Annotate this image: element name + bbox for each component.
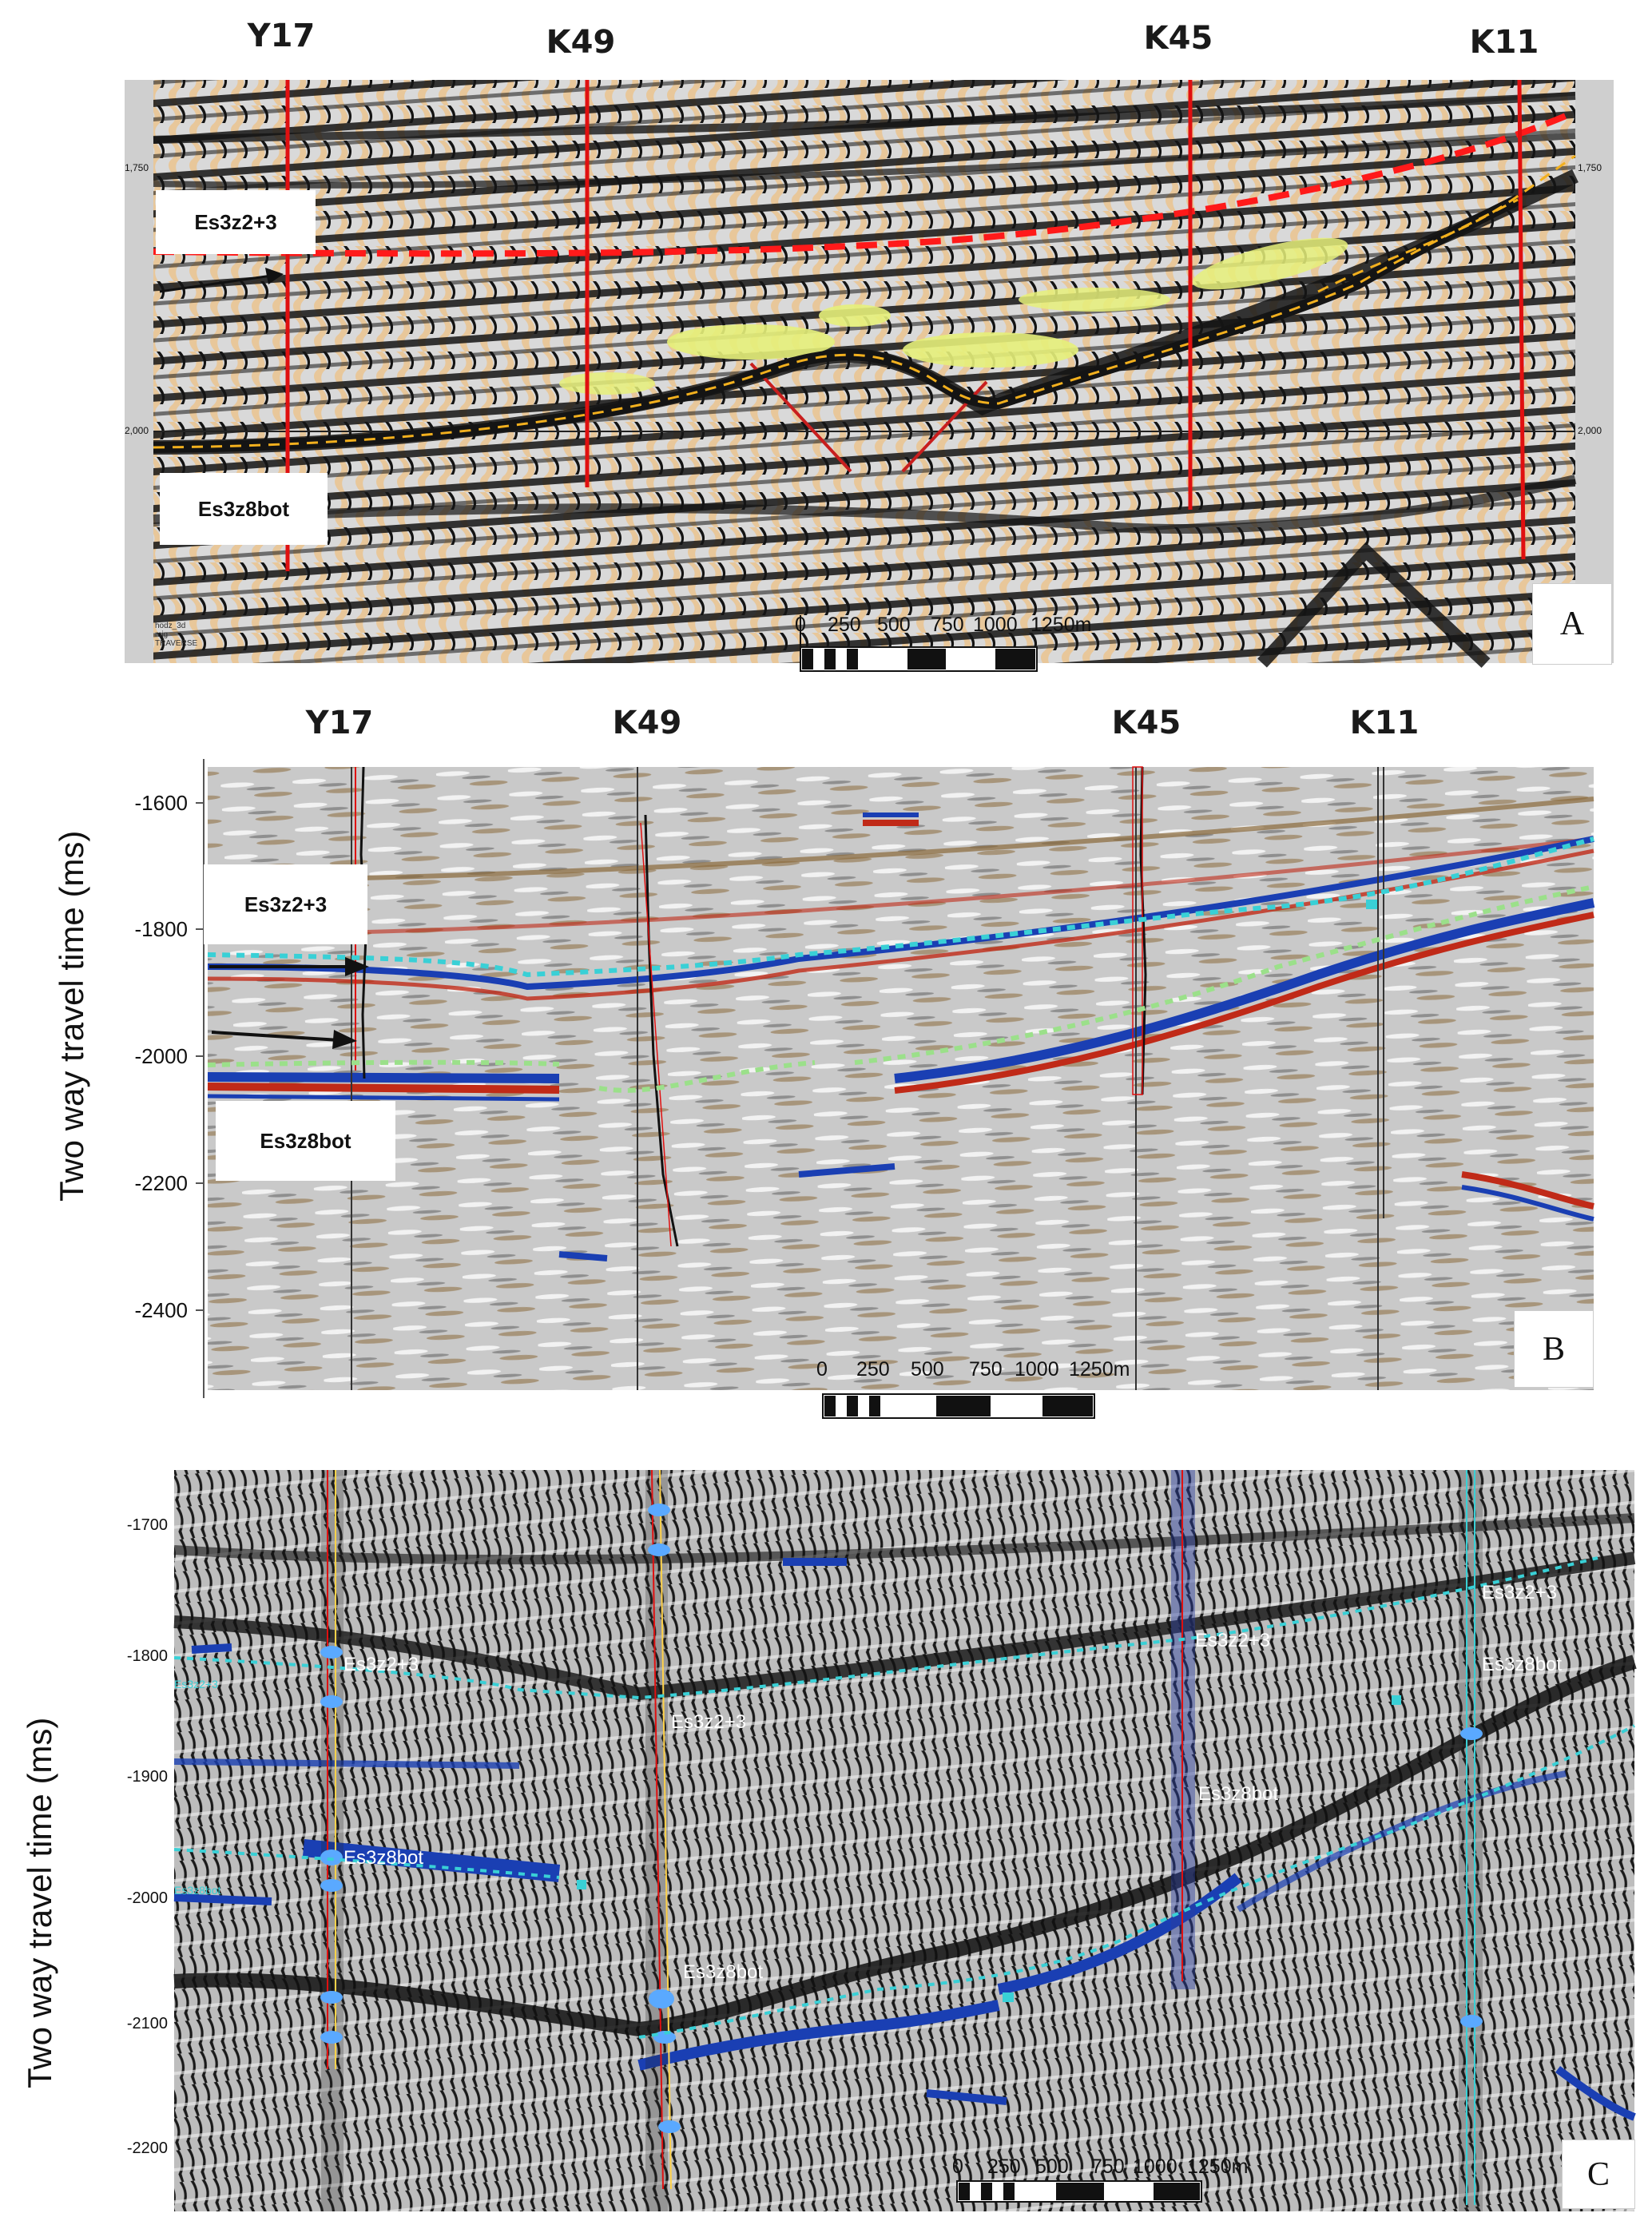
corner-note-line: TRAVERSE bbox=[155, 639, 198, 648]
y-axis-title: Two way travel time (ms) bbox=[21, 1717, 58, 2088]
y-tick: -1700 bbox=[126, 1516, 168, 1534]
scale-tick: 0 bbox=[816, 1358, 828, 1381]
horizon-label-bottom: Es3z8bot bbox=[216, 1101, 395, 1181]
tick-left-top: 1,750 bbox=[125, 162, 149, 173]
well-label-k49: K49 bbox=[546, 24, 616, 61]
scale-tick: 1250m bbox=[1069, 1358, 1130, 1381]
corner-note-line: hodz_3d bbox=[155, 622, 186, 630]
y-tick: -2200 bbox=[134, 1171, 189, 1195]
panel-b: Y17 K49 K45 K11 -1600 -1800 -2000 -2200 … bbox=[0, 695, 1652, 1438]
well-label-k11: K11 bbox=[1469, 24, 1539, 61]
horizon-label-top: Es3z2+3 bbox=[156, 190, 316, 254]
well-label-k45: K45 bbox=[1143, 20, 1213, 57]
y-tick: -2400 bbox=[134, 1298, 189, 1322]
horizon-label-bottom: Es3z8bot bbox=[160, 473, 328, 545]
scale-tick: 1000 bbox=[1015, 1358, 1059, 1381]
tick-right-bottom: 2,000 bbox=[1578, 425, 1602, 436]
panel-c: -1700 -1800 -1900 -2000 -2100 -2200 Two … bbox=[0, 1462, 1652, 2213]
scale-tick: 250 bbox=[987, 2155, 1021, 2178]
y-axis-title: Two way travel time (ms) bbox=[53, 830, 90, 1202]
well-label-y17: Y17 bbox=[247, 18, 316, 54]
well-label-k45: K45 bbox=[1111, 705, 1181, 741]
horizon-label: Es3z2+3 bbox=[1195, 1630, 1271, 1651]
panel-b-seismic bbox=[196, 759, 1595, 1419]
scale-tick: 250 bbox=[828, 614, 861, 636]
horizon-label: Es3z2+3 bbox=[344, 1654, 419, 1675]
horizon-label: Es3z2+3 bbox=[671, 1711, 747, 1733]
scale-tick: 750 bbox=[1091, 2155, 1125, 2178]
horizon-label: Es3z2+3 bbox=[1482, 1582, 1558, 1603]
horizon-label-top: Es3z2+3 bbox=[204, 864, 367, 944]
scale-tick: 500 bbox=[877, 614, 911, 636]
y-tick: -2200 bbox=[126, 2139, 168, 2157]
scale-tick: 1000 bbox=[1133, 2155, 1177, 2178]
corner-note: hodz_3d mig TRAVERSE bbox=[155, 622, 197, 648]
well-label-y17: Y17 bbox=[305, 705, 374, 741]
horizon-label: Es3z2+3 bbox=[174, 1678, 218, 1691]
scale-tick: 750 bbox=[969, 1358, 1003, 1381]
panel-letter-a: A bbox=[1532, 583, 1612, 665]
panel-c-seismic bbox=[173, 1469, 1637, 2211]
scale-tick: 1250m bbox=[1031, 614, 1092, 636]
horizon-label: Es3z8bot bbox=[1482, 1654, 1563, 1675]
y-tick: -2000 bbox=[134, 1044, 189, 1068]
panel-a: Y17 K49 K45 K11 1,750 2,000 1,750 2,000 … bbox=[0, 0, 1652, 679]
scale-tick: 1000 bbox=[973, 614, 1018, 636]
scale-tick: 750 bbox=[931, 614, 964, 636]
scale-tick: 250 bbox=[856, 1358, 890, 1381]
well-label-k49: K49 bbox=[612, 705, 682, 741]
horizon-label: Es3z8bot bbox=[1198, 1783, 1279, 1805]
panel-letter-c: C bbox=[1562, 2139, 1635, 2209]
panel-a-seismic bbox=[125, 79, 1614, 672]
y-tick: -1800 bbox=[134, 917, 189, 941]
scale-tick: 0 bbox=[952, 2155, 963, 2178]
scale-tick: 0 bbox=[795, 614, 806, 636]
scale-tick: 1250m bbox=[1187, 2155, 1249, 2178]
horizon-label: Es3z8bot bbox=[174, 1884, 221, 1897]
y-tick: -1600 bbox=[134, 791, 189, 815]
y-tick: -1900 bbox=[126, 1768, 168, 1786]
horizon-label: Es3z8bot bbox=[344, 1847, 424, 1869]
y-tick: -2100 bbox=[126, 2015, 168, 2032]
tick-left-bottom: 2,000 bbox=[125, 425, 149, 436]
y-tick: -2000 bbox=[126, 1889, 168, 1907]
scale-tick: 500 bbox=[1035, 2155, 1069, 2178]
corner-note-line: mig bbox=[155, 630, 169, 639]
panel-letter-b: B bbox=[1514, 1310, 1594, 1388]
well-label-k11: K11 bbox=[1349, 705, 1420, 741]
scale-tick: 500 bbox=[911, 1358, 944, 1381]
y-tick: -1800 bbox=[126, 1647, 168, 1665]
horizon-label: Es3z8bot bbox=[683, 1961, 764, 1983]
tick-right-top: 1,750 bbox=[1578, 162, 1602, 173]
